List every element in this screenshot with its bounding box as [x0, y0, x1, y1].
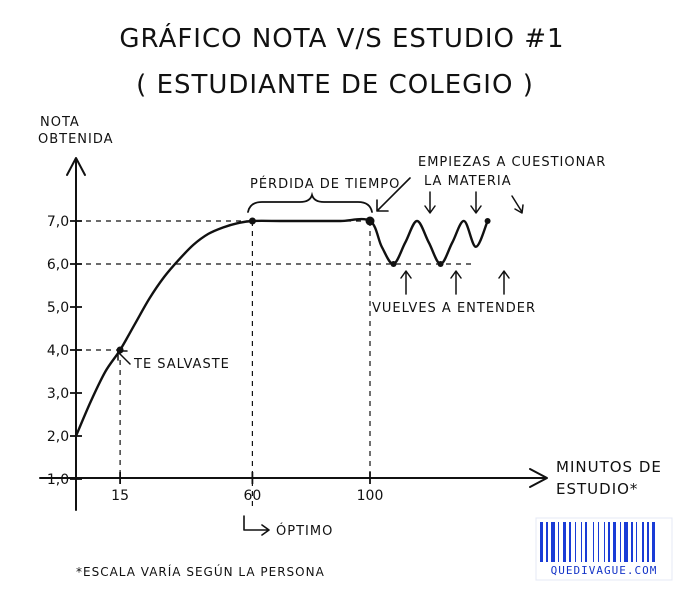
x-axis-label-line2: ESTUDIO* — [556, 480, 638, 498]
x-tick-label: 100 — [357, 488, 384, 504]
y-axis-label-line1: NOTA — [40, 115, 80, 130]
series-line — [74, 217, 489, 438]
barcode-bar — [551, 522, 555, 562]
marked-points — [116, 216, 491, 354]
peak-arrow-1 — [424, 191, 436, 214]
annotation-vuelves: VUELVES A ENTENDER — [372, 301, 536, 316]
axes — [39, 157, 548, 511]
barcode-bar — [636, 522, 637, 562]
x-axis-arrow — [529, 468, 548, 488]
barcode-bar — [563, 522, 566, 562]
y-tick-label: 7,0 — [47, 214, 69, 230]
y-axis-label-line2: OBTENIDA — [38, 132, 114, 147]
barcode-bar — [558, 522, 559, 562]
y-tick-label: 6,0 — [47, 257, 69, 273]
peak-arrow-3 — [511, 195, 524, 214]
barcode-bar — [581, 522, 582, 562]
barcode-bar — [585, 522, 587, 562]
brand-text: QUEDIVAGUE.COM — [551, 564, 658, 577]
optimo-arrow — [243, 515, 270, 536]
chart-title: GRÁFICO NOTA V/S ESTUDIO #1 — [119, 22, 564, 54]
x-tick-label: 60 — [243, 488, 261, 504]
x-tick-label: 15 — [111, 488, 129, 504]
barcode-bar — [575, 522, 576, 562]
trough-arrow-3 — [498, 270, 510, 295]
barcode-bar — [608, 522, 610, 562]
barcode-bar — [598, 522, 599, 562]
barcode-bar — [604, 522, 605, 562]
brand-barcode — [540, 522, 655, 562]
footnote: *ESCALA VARÍA SEGÚN LA PERSONA — [76, 564, 325, 579]
barcode-bar — [569, 522, 571, 562]
trough-arrow-2 — [450, 270, 462, 295]
barcode-bar — [642, 522, 644, 562]
peak-arrow-2 — [470, 191, 482, 214]
y-tick-label: 5,0 — [47, 300, 69, 316]
annotation-optimo: ÓPTIMO — [276, 523, 333, 539]
barcode-bar — [647, 522, 649, 562]
y-tick-label: 2,0 — [47, 429, 69, 445]
te-salvaste-arrow — [117, 350, 131, 365]
trough-arrows — [400, 270, 510, 295]
barcode-bar — [546, 522, 548, 562]
series-point — [484, 218, 491, 224]
series-point — [248, 217, 256, 225]
brand-logo-frame — [535, 517, 673, 581]
y-tick-label: 4,0 — [47, 343, 69, 359]
trough-arrow-1 — [400, 270, 412, 295]
perdida-bracket — [247, 191, 373, 213]
annotation-empiezas-line2: LA MATERIA — [424, 174, 512, 189]
annotation-perdida: PÉRDIDA DE TIEMPO — [250, 176, 400, 192]
brand-logo: QUEDIVAGUE.COM — [535, 517, 673, 581]
barcode-bar — [540, 522, 543, 562]
y-tick-label: 3,0 — [47, 386, 69, 402]
barcode-bar — [652, 522, 655, 562]
y-tick-label: 1,0 — [47, 472, 69, 488]
peak-arrows — [424, 191, 524, 214]
x-ticks: 15 60 100 — [111, 472, 383, 504]
annotation-te-salvaste: TE SALVASTE — [133, 357, 230, 372]
empiezas-pointer-arrow — [376, 177, 411, 212]
series-point — [437, 261, 444, 267]
barcode-bar — [613, 522, 616, 562]
series-group — [74, 217, 489, 438]
series-point — [390, 261, 397, 267]
barcode-bar — [593, 522, 594, 562]
annotation-empiezas-line1: EMPIEZAS A CUESTIONAR — [418, 155, 606, 170]
chart-subtitle: ( ESTUDIANTE DE COLEGIO ) — [136, 70, 534, 100]
series-point — [365, 216, 375, 226]
barcode-bar — [631, 522, 633, 562]
y-axis-arrow — [66, 157, 86, 176]
barcode-bar — [620, 522, 621, 562]
y-ticks: 7,0 6,0 5,0 4,0 3,0 2,0 1,0 — [47, 214, 82, 488]
x-axis-label-line1: MINUTOS DE — [556, 458, 662, 476]
barcode-bar — [624, 522, 628, 562]
